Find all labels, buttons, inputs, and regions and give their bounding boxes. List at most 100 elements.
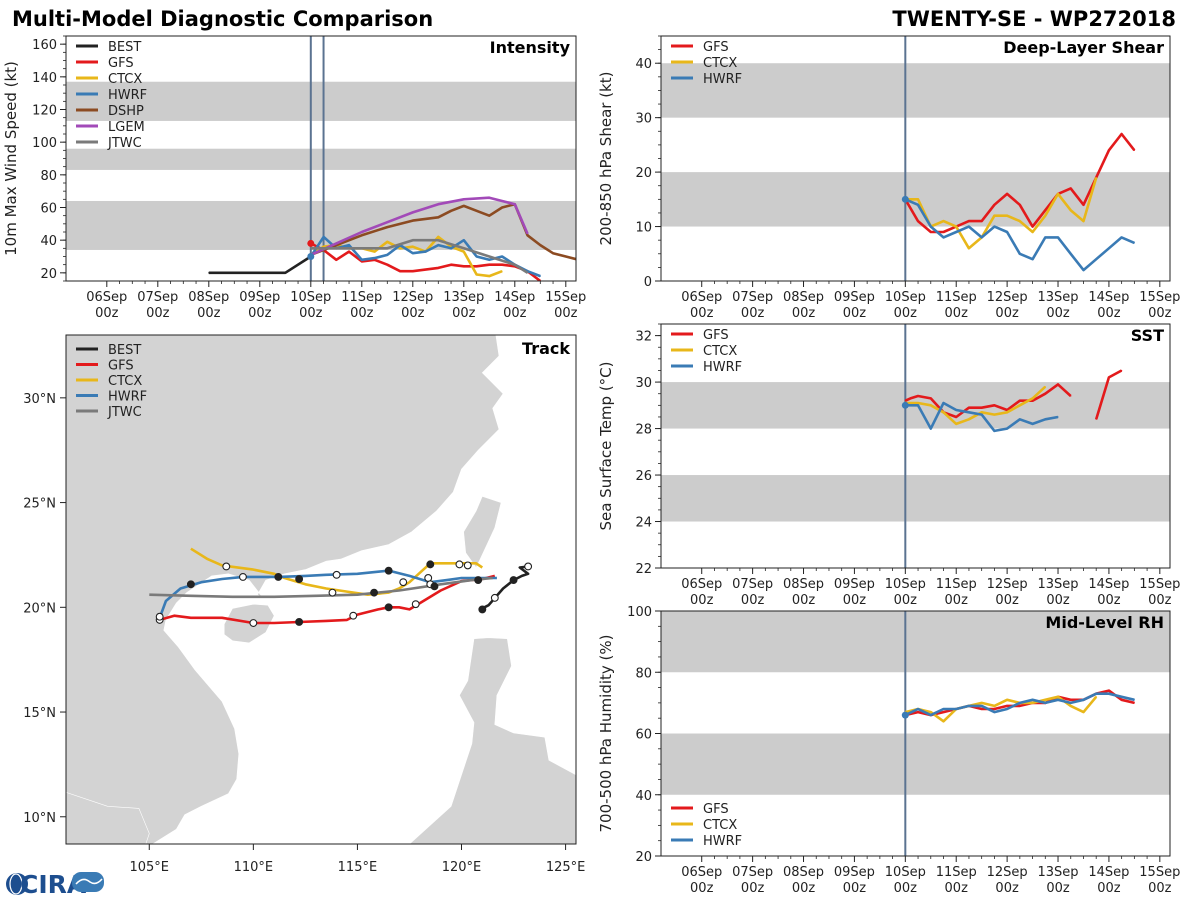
rh-legend-label-ctcx: CTCX bbox=[703, 818, 737, 833]
rh-ytick-label: 100 bbox=[627, 605, 652, 620]
intensity-point-dshp bbox=[565, 255, 567, 258]
sst-point-hwrf bbox=[981, 414, 983, 416]
rh-point-hwrf bbox=[917, 708, 919, 710]
intensity-plot-area bbox=[66, 36, 576, 281]
intensity-band-1 bbox=[66, 148, 576, 170]
sst-legend-label-gfs: GFS bbox=[703, 328, 729, 343]
rh-point-hwrf bbox=[930, 714, 932, 716]
shear-point-ctcx bbox=[1019, 220, 1021, 222]
intensity-ytick-label: 120 bbox=[32, 104, 57, 119]
sst-ytick-label: 30 bbox=[635, 376, 652, 391]
shear-point-gfs bbox=[981, 220, 983, 222]
track-marker bbox=[332, 570, 341, 579]
intensity-legend-label-jtwc: JTWC bbox=[107, 136, 142, 151]
intensity-point-dshp bbox=[412, 219, 414, 222]
sst-point-ctcx bbox=[917, 402, 919, 404]
rh-point-gfs bbox=[1070, 699, 1072, 701]
shear-point-ctcx bbox=[1057, 193, 1059, 195]
intensity-ytick-label: 160 bbox=[32, 38, 57, 53]
intensity-point-ctcx bbox=[488, 275, 490, 277]
track-legend-label-hwrf: HWRF bbox=[108, 390, 147, 405]
intensity-legend-label-best: BEST bbox=[108, 40, 141, 55]
shear-xtick-hour-label: 00z bbox=[690, 306, 714, 321]
shear-xtick-day-label: 11Sep bbox=[936, 290, 977, 305]
sst-xtick-hour-label: 00z bbox=[741, 593, 765, 608]
intensity-point-hwrf bbox=[475, 255, 478, 258]
intensity-point-dshp bbox=[437, 216, 439, 218]
intensity-point-hwrf bbox=[424, 251, 427, 253]
intensity-xtick-hour-label: 00z bbox=[299, 306, 323, 321]
intensity-panel-title: Intensity bbox=[490, 38, 571, 57]
sst-point-gfs bbox=[1057, 383, 1059, 386]
intensity-point-gfs bbox=[399, 270, 401, 272]
intensity-xtick-hour-label: 00z bbox=[197, 306, 221, 321]
rh-ytick-label: 20 bbox=[635, 850, 652, 865]
shear-point-ctcx bbox=[968, 247, 970, 249]
sst-point-gfs bbox=[909, 397, 912, 399]
shear-point-hwrf bbox=[1057, 236, 1059, 239]
intensity-xtick-hour-label: 00z bbox=[146, 306, 170, 321]
rh-band-1 bbox=[661, 611, 1170, 673]
intensity-legend-label-ctcx: CTCX bbox=[108, 72, 142, 87]
sst-point-gfs bbox=[1006, 409, 1008, 411]
storm-id-title: TWENTY-SE - WP272018 bbox=[892, 7, 1176, 31]
track-marker bbox=[238, 572, 247, 581]
track-marker bbox=[426, 560, 435, 569]
sst-point-ctcx bbox=[968, 418, 970, 420]
intensity-point-lgem bbox=[412, 211, 414, 213]
shear-xtick-day-label: 15Sep bbox=[1139, 290, 1180, 305]
rh-panel-title: Mid-Level RH bbox=[1045, 613, 1164, 632]
sst-point-gfs bbox=[1019, 400, 1021, 402]
rh-xtick-day-label: 09Sep bbox=[834, 865, 875, 880]
track-marker bbox=[524, 562, 533, 571]
intensity-point-ctcx bbox=[399, 247, 401, 249]
intensity-point-jtwc bbox=[335, 247, 337, 249]
intensity-xtick-hour-label: 00z bbox=[452, 306, 476, 321]
shear-init-marker-0 bbox=[901, 195, 909, 203]
shear-point-gfs bbox=[1121, 133, 1123, 135]
track-xtick-label: 110°E bbox=[234, 860, 274, 875]
rh-xtick-hour-label: 00z bbox=[843, 881, 867, 896]
shear-point-hwrf bbox=[1095, 258, 1097, 260]
rh-xtick-day-label: 15Sep bbox=[1139, 865, 1180, 880]
intensity-point-jtwc bbox=[514, 264, 516, 266]
sst-point-gfs bbox=[1044, 393, 1046, 395]
sst-ytick-label: 26 bbox=[635, 469, 652, 484]
intensity-point-hwrf bbox=[501, 255, 503, 258]
rh-point-ctcx bbox=[1095, 696, 1097, 698]
intensity-point-ctcx bbox=[386, 241, 388, 243]
sst-point-ctcx bbox=[942, 411, 945, 413]
shear-panel: 01020304006Sep00z07Sep00z08Sep00z09Sep00… bbox=[597, 35, 1180, 321]
track-marker bbox=[274, 572, 283, 581]
intensity-legend-label-lgem: LGEM bbox=[108, 120, 145, 135]
sst-ytick-label: 24 bbox=[635, 516, 652, 531]
sst-ylabel: Sea Surface Temp (°C) bbox=[597, 361, 615, 530]
intensity-point-gfs bbox=[373, 259, 376, 261]
shear-point-ctcx bbox=[1006, 215, 1008, 217]
shear-xtick-day-label: 06Sep bbox=[681, 290, 722, 305]
shear-legend-label-gfs: GFS bbox=[703, 40, 729, 55]
sst-xtick-day-label: 15Sep bbox=[1139, 577, 1180, 592]
intensity-init-marker-0 bbox=[307, 239, 315, 247]
intensity-init-marker-1 bbox=[307, 253, 315, 260]
intensity-point-hwrf bbox=[463, 239, 465, 241]
rh-xtick-hour-label: 00z bbox=[894, 881, 918, 896]
sst-point-gfs bbox=[981, 407, 983, 409]
rh-ytick-label: 60 bbox=[635, 728, 652, 743]
shear-point-hwrf bbox=[942, 236, 945, 239]
sst-ytick-label: 32 bbox=[635, 330, 652, 345]
rh-point-gfs bbox=[1108, 690, 1110, 692]
track-marker bbox=[249, 619, 258, 627]
sst-point-gfs bbox=[930, 397, 932, 399]
shear-point-gfs bbox=[930, 231, 932, 233]
intensity-legend-label-dshp: DSHP bbox=[108, 104, 144, 119]
shear-band-1 bbox=[661, 63, 1170, 118]
track-xtick-label: 105°E bbox=[129, 860, 169, 875]
intensity-xtick-day-label: 06Sep bbox=[86, 290, 127, 305]
intensity-point-lgem bbox=[361, 231, 363, 233]
sst-point-ctcx bbox=[1031, 397, 1034, 399]
sst-point-ctcx bbox=[981, 411, 983, 413]
intensity-point-gfs bbox=[361, 260, 363, 262]
rh-point-ctcx bbox=[993, 705, 995, 707]
intensity-point-dshp bbox=[463, 205, 465, 207]
